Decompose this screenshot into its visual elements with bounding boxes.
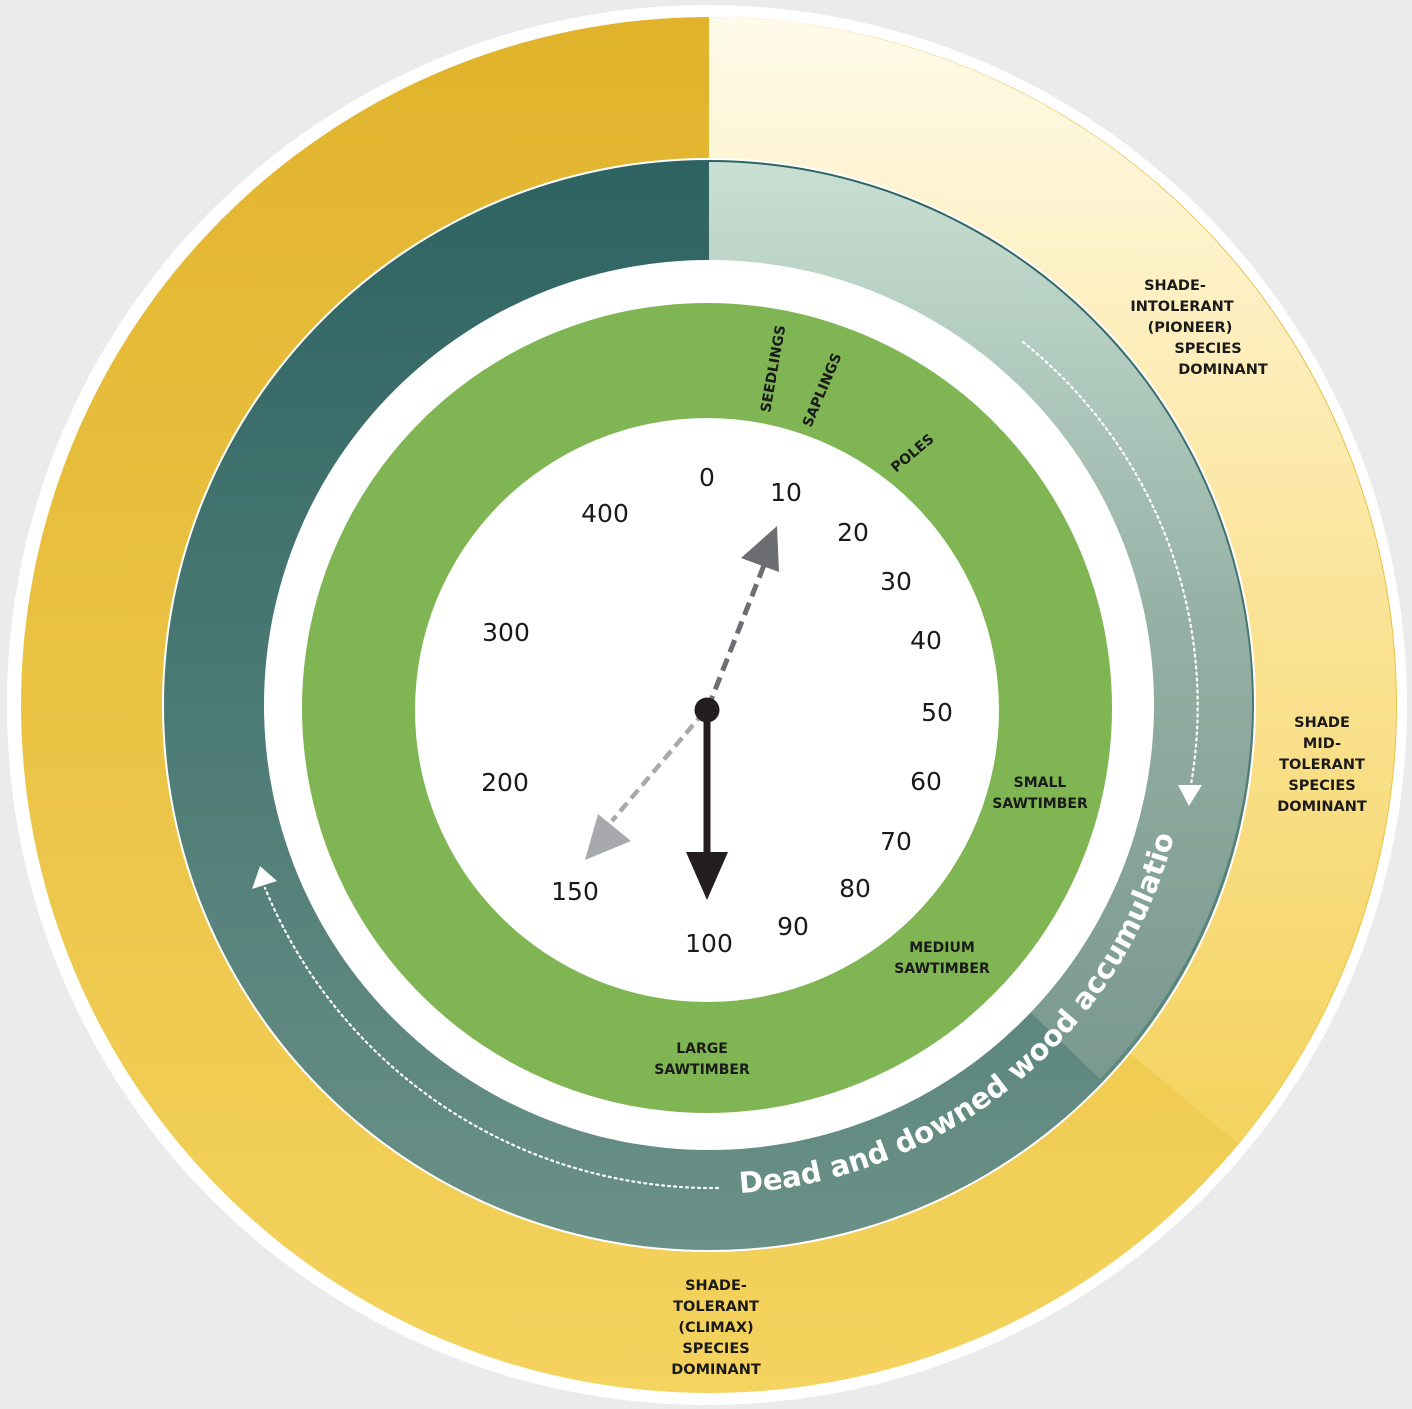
shade-intolerant-line3: (PIONEER) — [1148, 320, 1233, 336]
age-tick-30: 30 — [880, 567, 912, 596]
shade-tolerant-line1: SHADE- — [685, 1278, 747, 1294]
arc-arrowhead-left — [252, 866, 277, 889]
pointer-future-age — [610, 710, 706, 823]
stage-medium-sawtimber-line2: SAWTIMBER — [894, 961, 990, 977]
pointer-past-arrowhead — [741, 526, 779, 572]
shade-intolerant-line5: DOMINANT — [1178, 362, 1268, 378]
age-tick-40: 40 — [910, 626, 942, 655]
shade-tolerant-line5: DOMINANT — [671, 1362, 761, 1378]
arc-arrowhead-right — [1178, 785, 1202, 806]
species-labels: SHADE- INTOLERANT (PIONEER) SPECIES DOMI… — [671, 278, 1367, 1378]
age-tick-50: 50 — [921, 698, 953, 727]
stage-large-sawtimber-line2: SAWTIMBER — [654, 1062, 750, 1078]
age-scale: 0 10 20 30 40 50 60 70 80 90 100 150 200… — [481, 463, 953, 958]
age-tick-70: 70 — [880, 827, 912, 856]
age-tick-80: 80 — [839, 874, 871, 903]
dial-pointers — [585, 526, 779, 900]
pointer-current-arrowhead — [686, 852, 728, 900]
shade-mid-line3: TOLERANT — [1279, 757, 1365, 773]
age-tick-200: 200 — [481, 768, 529, 797]
pointer-past-age — [705, 554, 771, 709]
stage-small-sawtimber-line1: SMALL — [1014, 775, 1067, 791]
stage-medium-sawtimber-line1: MEDIUM — [909, 940, 975, 956]
age-tick-400: 400 — [581, 499, 629, 528]
age-tick-0: 0 — [699, 463, 715, 492]
dotted-arc-bottom — [263, 886, 720, 1190]
shade-tolerant-line2: TOLERANT — [673, 1299, 759, 1315]
stage-small-sawtimber-line2: SAWTIMBER — [992, 796, 1088, 812]
shade-intolerant-line1: SHADE- — [1144, 278, 1206, 294]
shade-tolerant-line3: (CLIMAX) — [678, 1320, 753, 1336]
shade-mid-line4: SPECIES — [1288, 778, 1355, 794]
age-tick-10: 10 — [770, 478, 802, 507]
dotted-arc-right — [1021, 340, 1199, 792]
age-tick-100: 100 — [685, 929, 733, 958]
pointer-future-arrowhead — [585, 814, 631, 860]
shade-mid-line5: DOMINANT — [1277, 799, 1367, 815]
shade-tolerant-line4: SPECIES — [682, 1341, 749, 1357]
shade-mid-line2: MID- — [1303, 736, 1341, 752]
age-tick-90: 90 — [777, 912, 809, 941]
stage-large-sawtimber-line1: LARGE — [676, 1041, 728, 1057]
age-tick-60: 60 — [910, 767, 942, 796]
age-tick-150: 150 — [551, 877, 599, 906]
shade-intolerant-line2: INTOLERANT — [1130, 299, 1233, 315]
shade-mid-line1: SHADE — [1294, 715, 1350, 731]
age-tick-300: 300 — [482, 618, 530, 647]
dial-pivot — [694, 697, 720, 723]
age-tick-20: 20 — [837, 518, 869, 547]
shade-intolerant-line4: SPECIES — [1174, 341, 1241, 357]
